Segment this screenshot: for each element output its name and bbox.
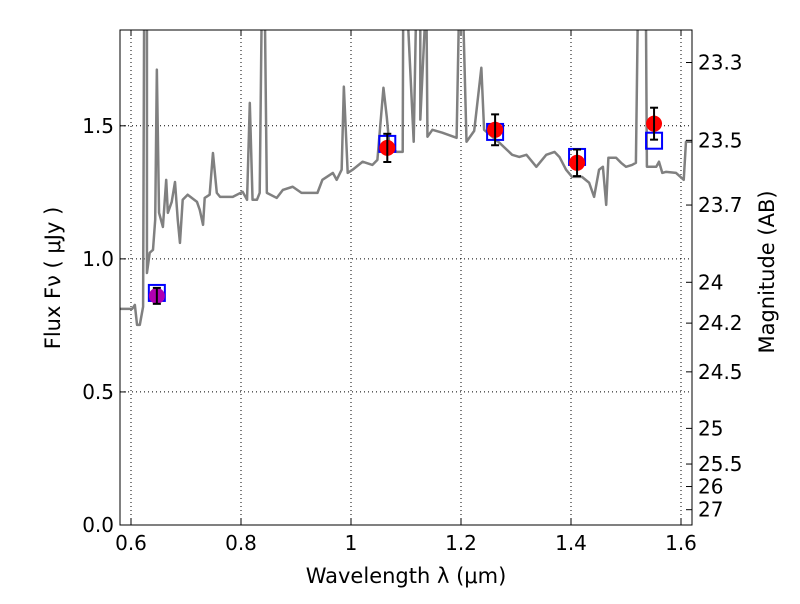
plot-area	[120, 30, 692, 327]
right-tick-label: 23.3	[698, 51, 743, 75]
right-tick-label: 25.5	[698, 452, 743, 476]
x-tick-label: 1.4	[555, 531, 587, 555]
right-tick-label: 23.7	[698, 193, 743, 217]
right-tick-label: 24.2	[698, 311, 743, 335]
x-tick-label: 0.8	[225, 531, 257, 555]
y-tick-label: 1.5	[82, 114, 114, 138]
right-tick-label: 24	[698, 270, 723, 294]
x-tick-label: 0.6	[115, 531, 147, 555]
y-tick-label: 0.5	[82, 380, 114, 404]
right-tick-label: 27	[698, 498, 723, 522]
ticks: 0.6 0.8 1 1.2 1.4 1.6 0.0 0.5 1.0 1.5 23.3 23.5 23.7…	[82, 30, 743, 555]
right-tick-label: 26	[698, 475, 723, 499]
x-tick-label: 1.6	[665, 531, 697, 555]
spectrum-line	[120, 30, 692, 327]
y-tick-label: 0.0	[82, 513, 114, 537]
x-axis-label: Wavelength λ (μm)	[306, 564, 507, 588]
right-tick-label: 23.5	[698, 128, 743, 152]
right-tick-label: 25	[698, 416, 723, 440]
x-tick-label: 1.2	[445, 531, 477, 555]
axes-frame	[119, 29, 693, 526]
right-tick-label: 24.5	[698, 360, 743, 384]
y-tick-label: 1.0	[82, 247, 114, 271]
x-tick-label: 1	[345, 531, 358, 555]
y-axis-right-label: Magnitude (AB)	[755, 190, 779, 353]
grid	[120, 30, 692, 526]
y-axis-label: Flux Fν ( μJy )	[41, 207, 65, 350]
